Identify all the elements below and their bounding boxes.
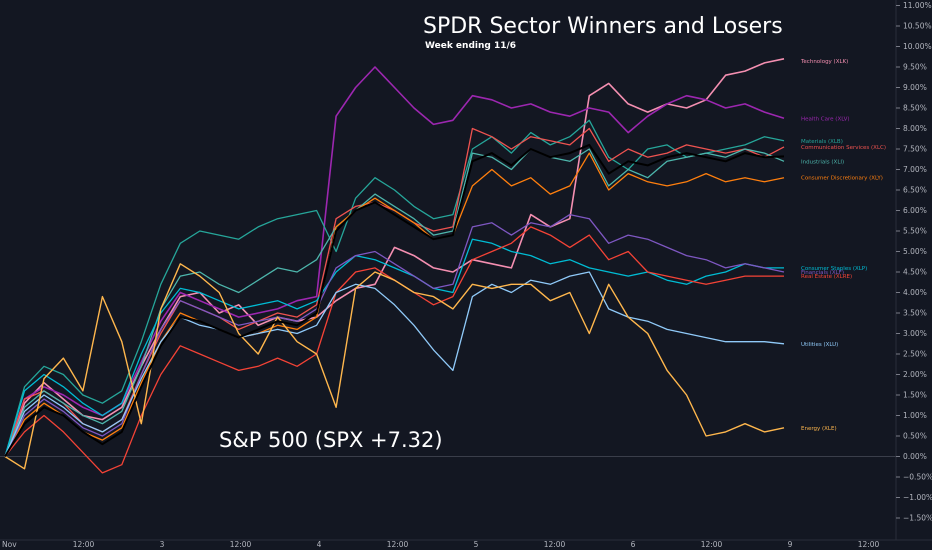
x-tick-label: 6	[631, 540, 636, 549]
y-tick-label: 1.00%	[903, 411, 927, 420]
y-tick-label: 4.00%	[903, 288, 927, 297]
series-label-consumer-discretionary-xly: Consumer Discretionary (XLY)	[801, 176, 883, 182]
x-tick-label: 12:00	[230, 540, 252, 549]
y-tick-label: 2.50%	[903, 350, 927, 359]
series-line-energy-xle	[4, 263, 785, 470]
series-line-health-care-xlv	[4, 66, 785, 457]
y-tick-label: −1.00%	[903, 493, 932, 502]
y-tick-label: −1.50%	[903, 514, 932, 523]
chart-title: SPDR Sector Winners and Losers	[423, 14, 783, 39]
x-tick-label: 12:00	[701, 540, 723, 549]
series-line-industrials-xli	[4, 148, 785, 457]
series-label-materials-xlb: Materials (XLB)	[801, 139, 843, 145]
y-tick-label: 8.00%	[903, 124, 927, 133]
y-tick-label: 1.50%	[903, 391, 927, 400]
y-tick-label: 5.00%	[903, 247, 927, 256]
x-tick-label: 9	[788, 540, 793, 549]
series-label-industrials-xli: Industrials (XLI)	[801, 159, 844, 165]
series-label-consumer-staples-xlp: Consumer Staples (XLP)	[801, 266, 867, 272]
x-tick-label: 5	[474, 540, 479, 549]
series-label-energy-xle: Energy (XLE)	[801, 426, 837, 432]
y-tick-label: 6.50%	[903, 186, 927, 195]
series-label-health-care-xlv: Health Care (XLV)	[801, 116, 850, 122]
y-tick-label: 6.00%	[903, 206, 927, 215]
y-tick-label: 4.50%	[903, 268, 927, 277]
y-tick-label: 8.50%	[903, 104, 927, 113]
chart-subtitle: Week ending 11/6	[425, 41, 517, 51]
series-line-consumer-staples-xlp	[4, 238, 784, 457]
y-tick-label: 11.00%	[903, 1, 932, 10]
series-label-utilities-xlu: Utilities (XLU)	[801, 342, 838, 348]
series-label-technology-xlk: Technology (XLK)	[800, 59, 848, 65]
x-tick-label: 12:00	[544, 540, 566, 549]
x-tick-label: 12:00	[73, 540, 95, 549]
y-tick-label: 10.50%	[903, 22, 932, 31]
x-tick-label: 12:00	[858, 540, 880, 549]
y-tick-label: 7.50%	[903, 145, 927, 154]
series-label-financials-xlf: Financials (XLF)	[801, 270, 844, 276]
x-tick-label: 4	[317, 540, 322, 549]
series-label-real-estate-xlre: Real Estate (XLRE)	[801, 274, 852, 280]
y-tick-label: 3.50%	[903, 309, 927, 318]
y-tick-label: 5.50%	[903, 227, 927, 236]
x-tick-label: 3	[160, 540, 165, 549]
y-tick-label: 3.00%	[903, 329, 927, 338]
y-tick-label: −0.50%	[903, 473, 932, 482]
series-label-communication-services-xlc: Communication Services (XLC)	[801, 145, 886, 151]
spx-annotation: S&P 500 (SPX +7.32)	[219, 428, 443, 452]
y-tick-label: 2.00%	[903, 370, 927, 379]
y-tick-label: 0.50%	[903, 432, 927, 441]
x-tick-label: 12:00	[387, 540, 409, 549]
y-tick-label: 9.50%	[903, 63, 927, 72]
y-tick-label: 10.00%	[903, 42, 932, 51]
y-tick-label: 7.00%	[903, 165, 927, 174]
series-line-materials-xlb	[4, 119, 785, 457]
x-tick-label: Nov	[2, 540, 17, 549]
y-tick-label: 9.00%	[903, 83, 927, 92]
y-tick-label: 0.00%	[903, 452, 927, 461]
series-line-spx	[4, 143, 785, 458]
series-line-utilities-xlu	[4, 271, 785, 457]
